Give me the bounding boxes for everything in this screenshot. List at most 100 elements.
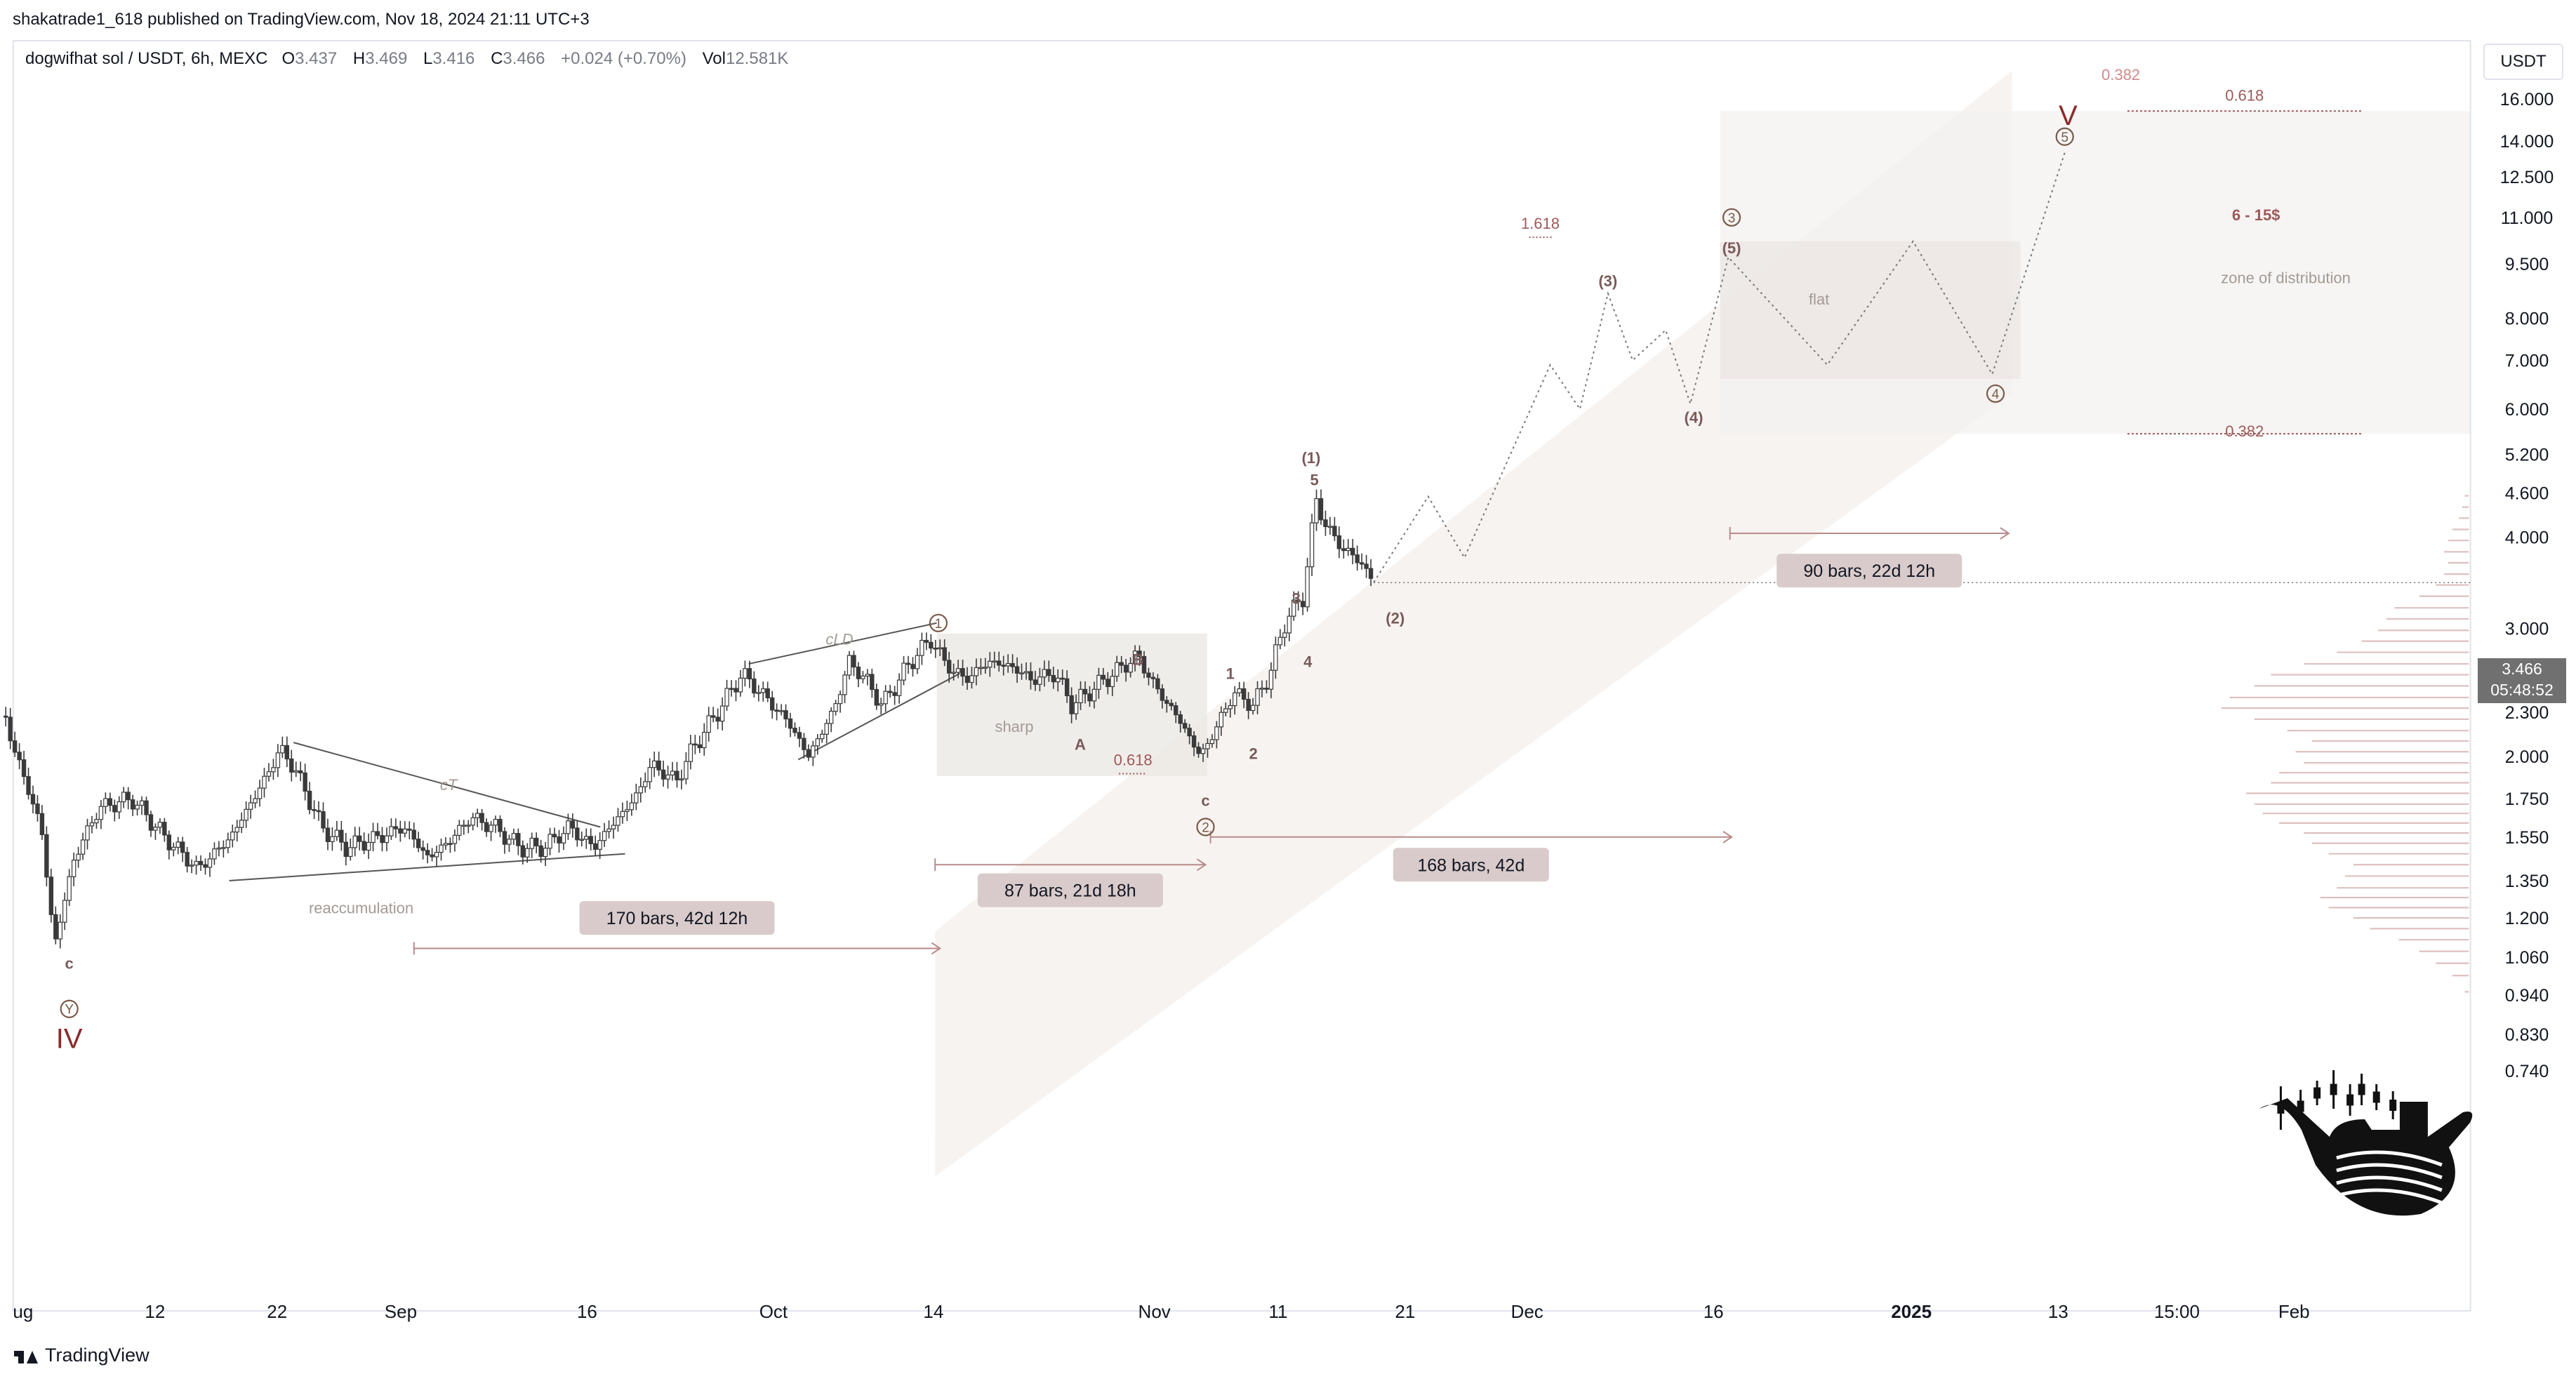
candle-body	[892, 692, 897, 696]
candle-body	[942, 647, 947, 661]
candle-body	[938, 647, 943, 650]
candle-body	[733, 688, 738, 693]
candle-body	[783, 710, 788, 720]
candle-body	[1273, 644, 1278, 671]
candle-body	[1010, 662, 1015, 667]
candle-body	[35, 803, 40, 814]
y-tick-label: 7.000	[2505, 351, 2549, 371]
candle-body	[815, 738, 820, 747]
y-tick-label: 8.000	[2505, 309, 2549, 328]
range-label-box	[579, 901, 775, 935]
candle-body	[629, 802, 635, 811]
x-tick-label: Feb	[2278, 1301, 2310, 1322]
symbol-name[interactable]: dogwifhat sol / USDT, 6h, MEXC	[25, 49, 268, 68]
candle-body	[1150, 676, 1156, 679]
candle-body	[693, 743, 698, 746]
candle-body	[76, 853, 81, 861]
candle-body	[616, 816, 620, 826]
annotation-text: 0.618	[1114, 751, 1153, 768]
candle-body	[1241, 688, 1247, 700]
candle-body	[584, 836, 589, 840]
wave-label: c	[65, 955, 74, 973]
y-tick-label: 0.740	[2505, 1062, 2549, 1081]
candle-body	[588, 836, 593, 844]
candle-body	[1101, 674, 1106, 680]
candle-body	[1368, 568, 1374, 579]
candle-body	[1277, 636, 1283, 646]
open-label: O	[281, 49, 296, 68]
candle-body	[769, 697, 775, 711]
candle-body	[1042, 669, 1047, 678]
range-label: 168 bars, 42d	[1417, 855, 1525, 875]
wave-label: 1	[935, 617, 943, 632]
candle-body	[543, 848, 548, 858]
candle-body	[856, 666, 861, 679]
candles-layer	[4, 489, 2471, 949]
trendline	[229, 853, 625, 882]
flat-box	[1720, 241, 2021, 379]
candle-body	[625, 809, 630, 812]
y-tick-label: 2.300	[2505, 703, 2549, 723]
candle-body	[533, 837, 539, 847]
tradingview-wordmark: TradingView	[45, 1345, 150, 1366]
candle-body	[284, 745, 290, 760]
candle-body	[484, 822, 489, 832]
candle-body	[280, 745, 285, 754]
candle-body	[1314, 498, 1319, 523]
candle-body	[466, 825, 471, 827]
candle-body	[44, 834, 49, 878]
candle-body	[479, 813, 484, 823]
candle-body	[557, 836, 562, 843]
candle-body	[883, 691, 888, 705]
candle-body	[380, 835, 385, 843]
candle-body	[493, 818, 498, 826]
candle-body	[1287, 615, 1292, 634]
y-tick-label: 0.830	[2505, 1025, 2549, 1045]
candle-body	[1123, 665, 1129, 673]
candle-body	[606, 828, 611, 832]
candle-body	[1047, 669, 1051, 676]
candle-body	[788, 718, 793, 729]
candle-body	[1174, 705, 1179, 716]
y-tick-label: 5.200	[2505, 445, 2549, 465]
candle-body	[837, 694, 843, 705]
candle-body	[67, 876, 72, 901]
candle-body	[538, 845, 543, 858]
candle-body	[1282, 632, 1287, 638]
candle-body	[896, 679, 902, 696]
range-label: 170 bars, 42d 12h	[606, 909, 748, 928]
candle-body	[58, 921, 62, 940]
candle-body	[470, 817, 475, 826]
annotation-text: zone of distribution	[2221, 269, 2351, 286]
candle-body	[833, 703, 838, 712]
wave-circle	[929, 613, 948, 632]
candle-body	[239, 820, 244, 828]
tradingview-logo[interactable]: TradingView	[14, 1345, 150, 1366]
x-tick-label: 11	[1268, 1301, 1287, 1322]
candle-body	[162, 822, 167, 836]
candle-body	[525, 848, 530, 858]
candle-body	[71, 860, 77, 877]
x-tick-label: 16	[577, 1301, 597, 1322]
candle-body	[144, 800, 149, 815]
candle-body	[1005, 662, 1011, 667]
candle-body	[203, 864, 208, 868]
candle-body	[1296, 599, 1301, 602]
close-label: C	[491, 49, 503, 68]
candle-body	[1096, 674, 1101, 690]
y-tick-label: 12.500	[2500, 168, 2554, 187]
change-value: +0.024 (+0.70%)	[561, 49, 686, 68]
currency-button[interactable]: USDT	[2483, 44, 2563, 80]
candle-body	[348, 847, 353, 858]
range-arrow	[2000, 527, 2010, 540]
x-tick-label: Sep	[385, 1301, 417, 1322]
candle-body	[1155, 678, 1160, 690]
candle-body	[198, 860, 204, 865]
x-tick-label: 2025	[1891, 1301, 1932, 1322]
candle-body	[502, 831, 507, 845]
candle-body	[430, 854, 434, 858]
candle-body	[919, 639, 924, 656]
candle-body	[130, 799, 135, 810]
candle-body	[756, 692, 761, 694]
